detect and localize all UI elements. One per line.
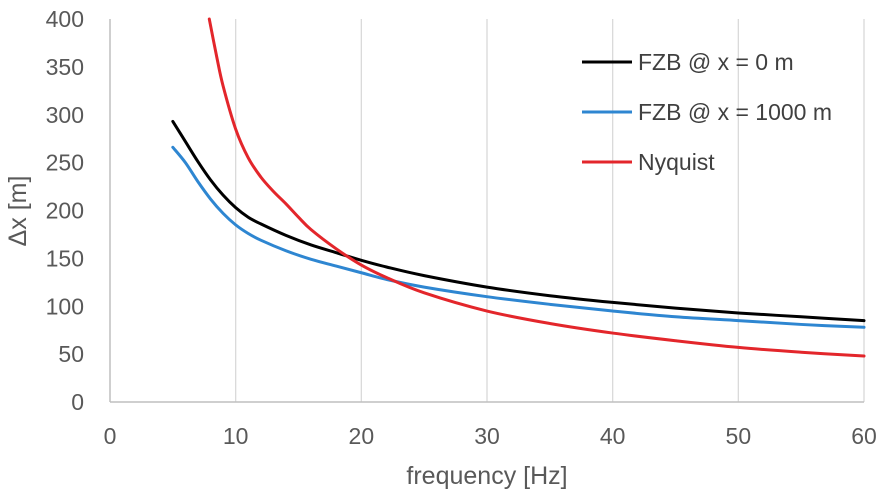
legend-label-fzb-x-1000-m: FZB @ x = 1000 m [638,99,832,125]
y-tick-label: 50 [58,341,84,367]
axes [109,19,864,403]
tick-labels: 0 10 20 30 40 50 60 0 50 100 150 200 250 300 350 400 [46,6,877,449]
y-tick-label: 200 [46,198,84,224]
series-line-fzb-x-1000-m [171,145,866,329]
x-tick-label: 30 [474,423,500,449]
y-tick-label: 400 [46,6,84,32]
x-axis-title: frequency [Hz] [406,462,567,490]
y-axis-title: Δx [m] [4,176,32,247]
y-tick-label: 150 [46,245,84,271]
x-tick-label: 20 [349,423,375,449]
legend: FZB @ x = 0 m FZB @ x = 1000 m Nyquist [582,49,832,175]
x-tick-label: 40 [600,423,626,449]
x-tick-label: 60 [851,423,877,449]
legend-label-fzb-x-0-m: FZB @ x = 0 m [638,49,794,75]
series-line-fzb-x-0-m [171,119,866,323]
series-group [171,17,866,358]
x-tick-label: 50 [726,423,752,449]
legend-label-nyquist: Nyquist [638,149,715,175]
y-tick-label: 0 [71,389,84,415]
grid [235,19,865,402]
y-tick-label: 100 [46,293,84,319]
y-tick-label: 350 [46,54,84,80]
y-tick-label: 250 [46,150,84,176]
x-tick-label: 10 [223,423,249,449]
y-tick-label: 300 [46,102,84,128]
x-tick-label: 0 [104,423,117,449]
series-line-nyquist [207,17,866,358]
